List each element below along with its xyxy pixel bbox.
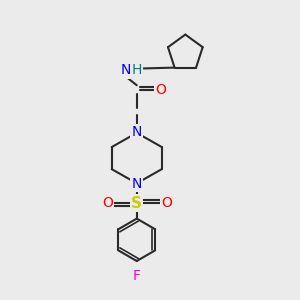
Text: S: S (131, 196, 142, 211)
Text: N: N (132, 125, 142, 139)
Text: N: N (120, 64, 131, 77)
Text: O: O (161, 196, 172, 210)
Text: O: O (155, 82, 166, 97)
Text: H: H (132, 64, 142, 77)
Text: O: O (102, 196, 113, 210)
Text: F: F (133, 269, 141, 283)
Text: N: N (132, 177, 142, 191)
